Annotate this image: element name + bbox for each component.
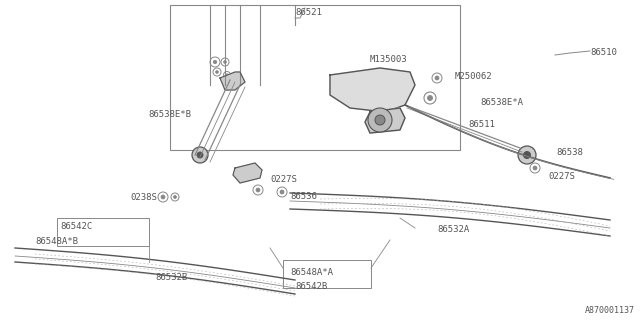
Ellipse shape [192,147,208,163]
Ellipse shape [216,71,218,73]
Text: 86538E*B: 86538E*B [148,110,191,119]
Bar [283,260,371,288]
Ellipse shape [533,166,537,170]
Ellipse shape [250,171,254,175]
Text: 86542B: 86542B [295,282,327,291]
Bar [170,5,460,150]
Text: 86538E*A: 86538E*A [480,98,523,107]
Polygon shape [220,72,245,90]
Ellipse shape [280,190,284,194]
Ellipse shape [368,108,392,132]
Ellipse shape [223,60,227,63]
Ellipse shape [428,95,433,100]
Bar [57,218,149,246]
Text: 0227S: 0227S [270,175,297,184]
Text: 86548A*A: 86548A*A [290,268,333,277]
Text: 86536: 86536 [290,192,317,201]
Text: 86510: 86510 [590,48,617,57]
Text: 86521: 86521 [295,8,322,17]
Ellipse shape [226,74,228,76]
Text: A870001137: A870001137 [585,306,635,315]
Ellipse shape [524,151,531,158]
Ellipse shape [161,195,165,199]
Polygon shape [365,108,405,133]
Text: 86538: 86538 [556,148,583,157]
Text: 86532B: 86532B [155,273,188,282]
Text: M250062: M250062 [455,72,493,81]
Ellipse shape [518,146,536,164]
Text: M135003: M135003 [370,55,408,64]
Ellipse shape [213,60,217,64]
Text: 86542C: 86542C [60,222,92,231]
Ellipse shape [197,152,203,158]
Ellipse shape [256,188,260,192]
Text: 86548A*B: 86548A*B [35,237,78,246]
Text: 86532A: 86532A [437,225,469,234]
Text: 0227S: 0227S [548,172,575,181]
Ellipse shape [173,196,177,198]
Ellipse shape [375,115,385,125]
Ellipse shape [435,76,439,80]
Text: 86511: 86511 [468,120,495,129]
Polygon shape [330,68,415,112]
Polygon shape [233,163,262,183]
Text: 0238S: 0238S [130,193,157,202]
